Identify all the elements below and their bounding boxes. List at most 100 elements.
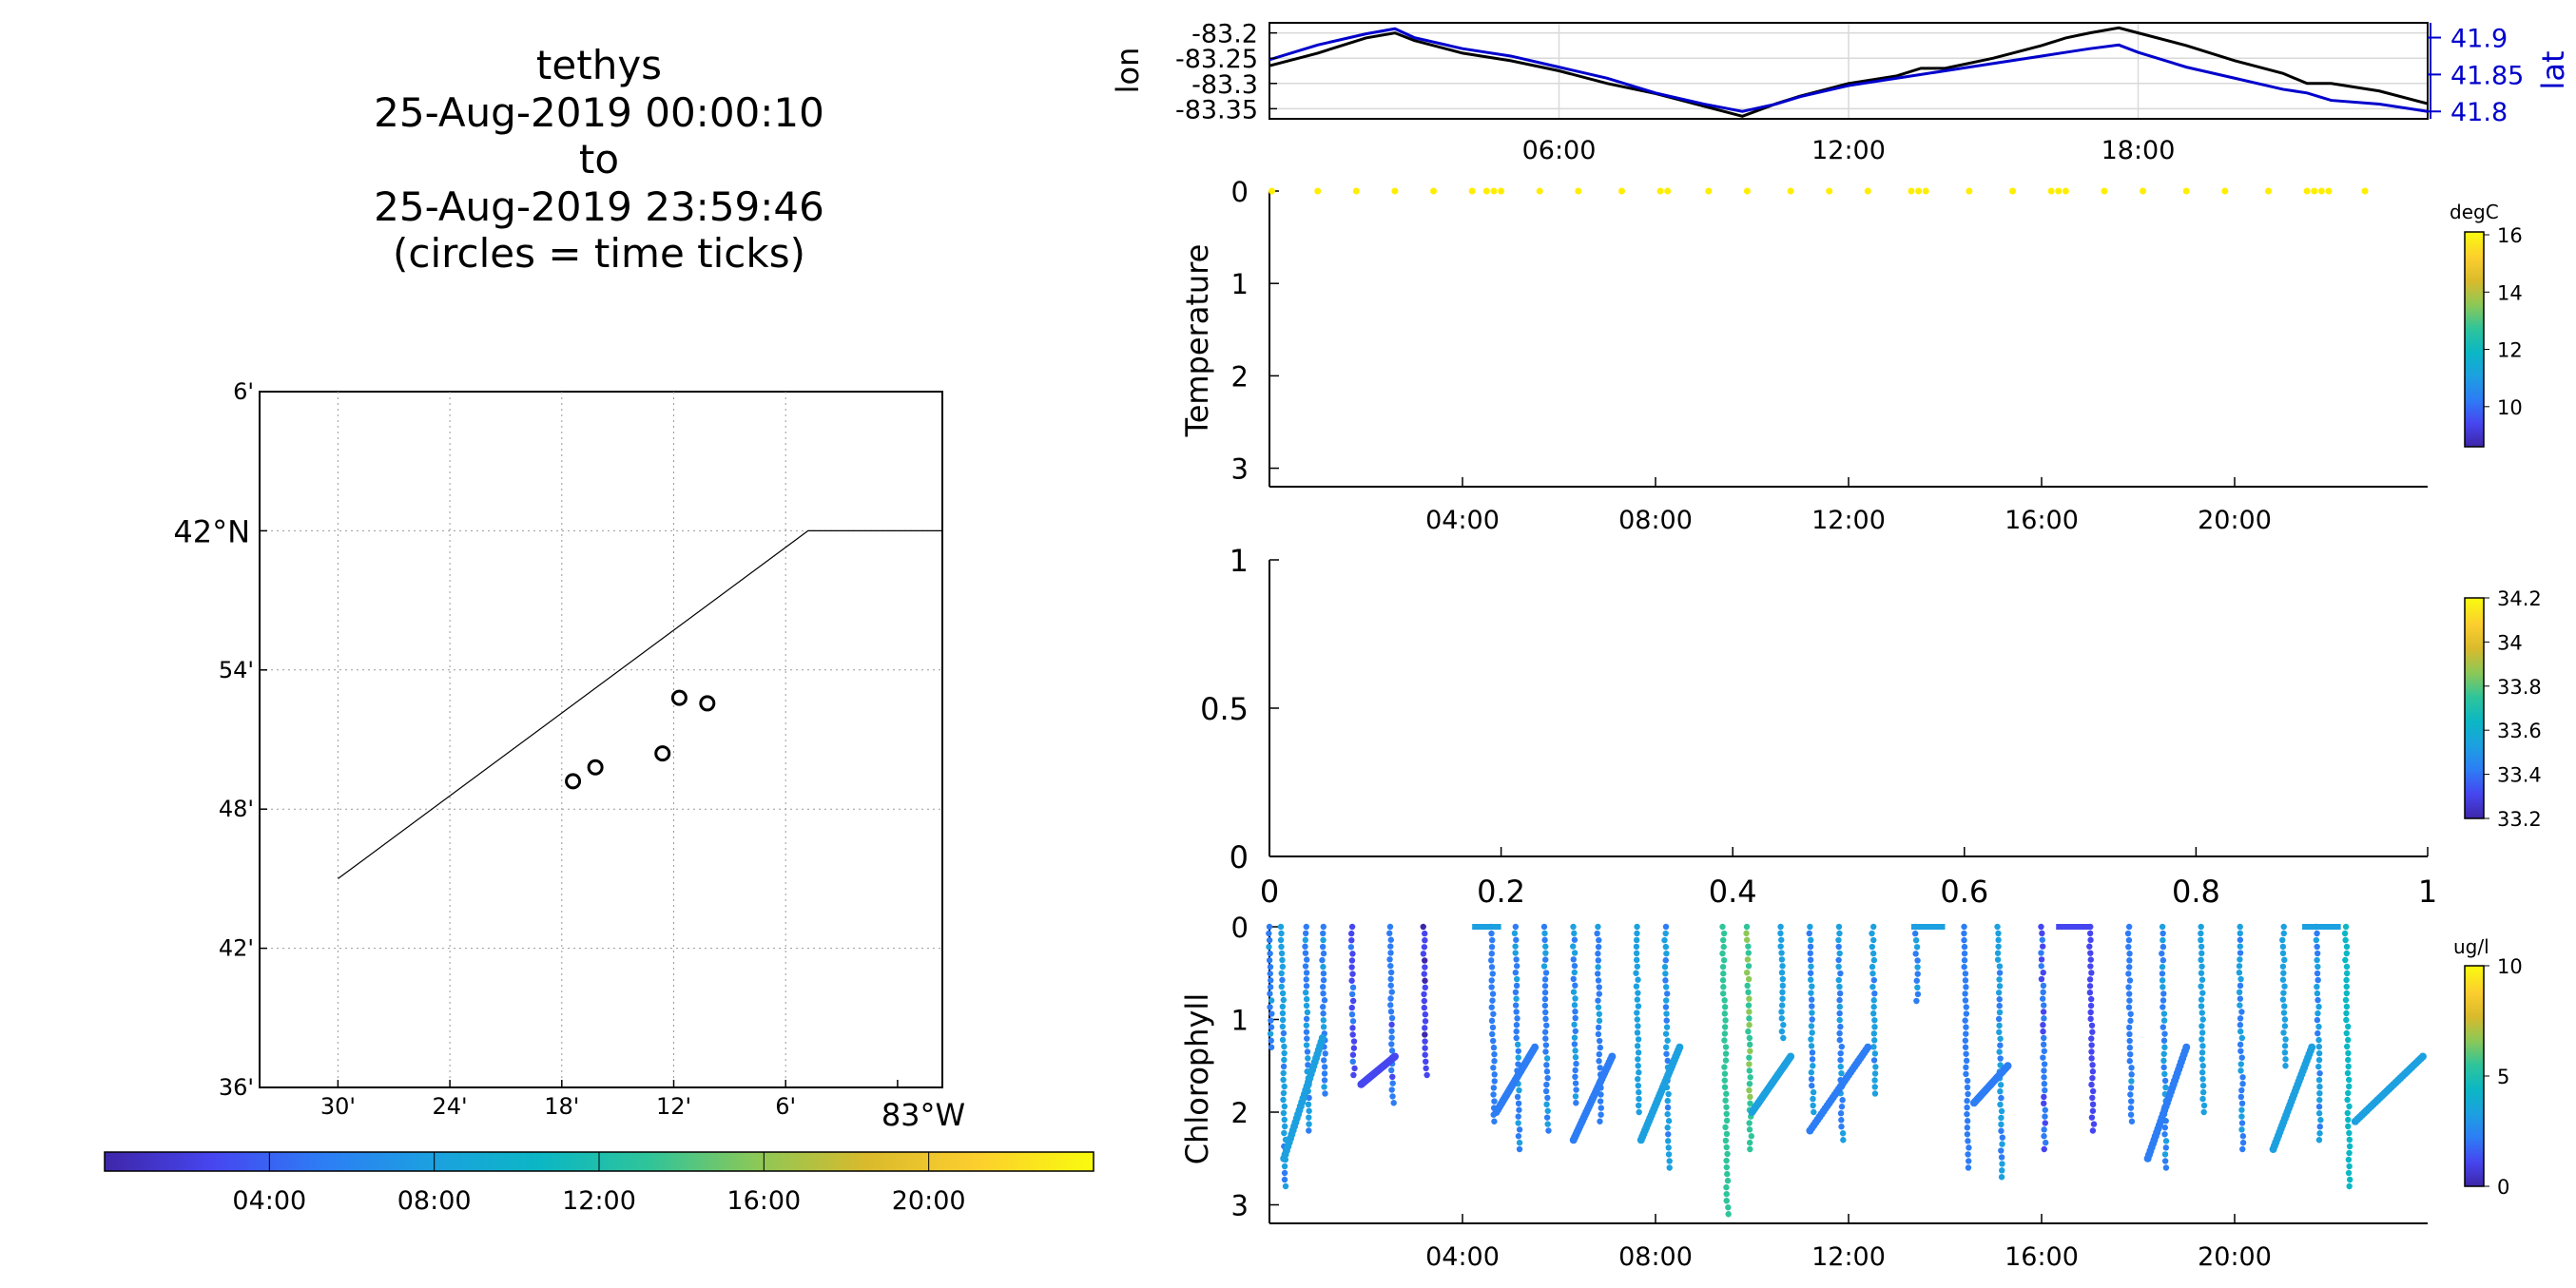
map-colorbar-tick-label: 16:00 bbox=[726, 1186, 801, 1216]
chlorophyll-point bbox=[2239, 1145, 2246, 1153]
chlorophyll-point bbox=[2128, 1065, 2135, 1071]
chlorophyll-point bbox=[1319, 1004, 1327, 1010]
chlorophyll-point bbox=[2315, 996, 2321, 1004]
chlorophyll-point bbox=[1837, 1023, 1844, 1030]
chlorophyll-point bbox=[1304, 1035, 1310, 1042]
chlorophyll-point bbox=[1491, 1071, 1498, 1078]
chlorophyll-point bbox=[1721, 997, 1728, 1004]
chlorophyll-point bbox=[1489, 1037, 1497, 1045]
chlorophyll-point bbox=[2125, 943, 2132, 951]
chlorophyll-point bbox=[2198, 923, 2204, 931]
chlorophyll-point bbox=[2236, 969, 2243, 976]
chlorophyll-point bbox=[1838, 1117, 1845, 1124]
chlorophyll-point bbox=[1662, 971, 1669, 977]
chlorophyll-point bbox=[2198, 1003, 2205, 1009]
temperature-colorbar-label: degC bbox=[2450, 201, 2499, 223]
chlorophyll-point bbox=[1675, 1043, 1684, 1051]
chlorophyll-point bbox=[1746, 1086, 1753, 1094]
chlorophyll-point bbox=[1266, 930, 1272, 937]
chlorophyll-point bbox=[1421, 990, 1427, 998]
chlorophyll-point bbox=[2198, 976, 2206, 983]
chlorophyll-point bbox=[1542, 1042, 1550, 1048]
chlorophyll-point bbox=[1541, 936, 1548, 944]
map-y-tick-label: 36' bbox=[219, 1074, 254, 1101]
chlorophyll-point bbox=[2160, 1004, 2166, 1010]
chlorophyll-point bbox=[1662, 1030, 1670, 1037]
chlorophyll-point bbox=[1869, 943, 1876, 951]
chlorophyll-point bbox=[1720, 943, 1727, 951]
chlorophyll-point bbox=[1570, 943, 1577, 950]
temperature-point bbox=[2009, 187, 2017, 195]
chlorophyll-point bbox=[1512, 1002, 1520, 1009]
chlorophyll-point bbox=[1744, 982, 1751, 990]
chlorophyll-point bbox=[2238, 1009, 2245, 1015]
chlorophyll-point bbox=[2161, 1030, 2168, 1037]
map-x-tick-label: 30' bbox=[320, 1093, 356, 1120]
colorbar-tick-label: 33.6 bbox=[2497, 720, 2542, 742]
chlorophyll-point bbox=[2128, 1098, 2135, 1105]
chlorophyll-point bbox=[1541, 956, 1549, 963]
chlorophyll-point bbox=[1837, 1063, 1844, 1070]
chlorophyll-point bbox=[2239, 1074, 2246, 1081]
chlorophyll-point bbox=[1491, 1098, 1498, 1105]
chlorophyll-point bbox=[1719, 990, 1727, 997]
chlorophyll-point bbox=[2315, 1036, 2322, 1044]
chlorophyll-point bbox=[2237, 1048, 2244, 1054]
chlorophyll-point bbox=[1664, 1104, 1672, 1111]
chlorophyll-point bbox=[1303, 976, 1309, 983]
y-tick-label: 1 bbox=[1230, 543, 1249, 579]
chlorophyll-point bbox=[2418, 1052, 2427, 1061]
chlorophyll-point bbox=[1490, 1065, 1497, 1071]
chlorophyll-point bbox=[1964, 1084, 1971, 1091]
chlorophyll-point bbox=[2198, 1029, 2206, 1036]
chlorophyll-point bbox=[1347, 944, 1355, 951]
chlorophyll-point bbox=[2282, 1036, 2289, 1043]
chlorophyll-point bbox=[2042, 1120, 2048, 1126]
chlorophyll-point bbox=[1808, 1069, 1815, 1076]
chlorophyll-point bbox=[2281, 1049, 2289, 1056]
chlorophyll-point bbox=[2198, 943, 2205, 951]
chlorophyll-point bbox=[1421, 957, 1428, 964]
chlorophyll-point bbox=[1997, 1087, 2004, 1095]
chlorophyll-point bbox=[1349, 1058, 1356, 1066]
x-tick-label: 12:00 bbox=[1811, 1242, 1886, 1272]
chlorophyll-point bbox=[2198, 983, 2204, 990]
chlorophyll-point bbox=[1870, 936, 1877, 944]
chlorophyll-point bbox=[1779, 982, 1787, 990]
chlorophyll-point bbox=[2127, 1091, 2134, 1098]
chlorophyll-point bbox=[1836, 1009, 1843, 1017]
chlorophyll-point bbox=[1809, 1016, 1815, 1023]
chlorophyll-point bbox=[1808, 963, 1814, 970]
chlorophyll-points bbox=[1266, 923, 2427, 1218]
chlorophyll-point bbox=[2346, 1103, 2353, 1110]
chlorophyll-point bbox=[1595, 964, 1601, 971]
chlorophyll-point bbox=[2127, 1105, 2135, 1111]
colorbar-tick-label: 16 bbox=[2497, 224, 2523, 247]
chlorophyll-point bbox=[1663, 990, 1671, 997]
chlorophyll-point bbox=[1302, 936, 1309, 944]
chlorophyll-point bbox=[1810, 1095, 1816, 1103]
chlorophyll-point bbox=[1778, 1002, 1786, 1009]
chlorophyll-point bbox=[2314, 1016, 2321, 1024]
chlorophyll-point bbox=[1836, 930, 1843, 937]
chlorophyll-point bbox=[1351, 1065, 1358, 1072]
chlorophyll-point bbox=[1808, 1023, 1815, 1029]
chlorophyll-point bbox=[1513, 982, 1520, 990]
chlorophyll-point bbox=[1388, 1021, 1395, 1028]
chlorophyll-point bbox=[1267, 1004, 1273, 1010]
temperature-point bbox=[1705, 187, 1713, 195]
chlorophyll-point bbox=[1723, 1197, 1730, 1204]
chlorophyll-point bbox=[1962, 1044, 1969, 1050]
chlorophyll-point bbox=[1808, 936, 1814, 944]
y-tick-label: 3 bbox=[1231, 1190, 1249, 1222]
chlorophyll-point bbox=[1835, 956, 1842, 964]
chlorophyll-point bbox=[1869, 970, 1876, 977]
chlorophyll-point bbox=[2160, 957, 2167, 964]
chlorophyll-point bbox=[1320, 963, 1327, 971]
chlorophyll-point bbox=[1305, 1062, 1311, 1068]
chlorophyll-point bbox=[1963, 1024, 1969, 1030]
chlorophyll-point bbox=[2315, 976, 2321, 984]
chlorophyll-point bbox=[1961, 930, 1967, 937]
chlorophyll-point bbox=[1511, 930, 1519, 937]
chlorophyll-point bbox=[1572, 1073, 1579, 1081]
